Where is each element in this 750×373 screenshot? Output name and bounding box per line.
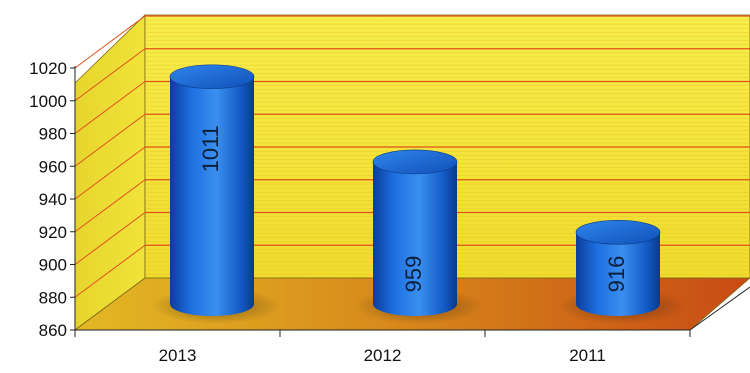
bar-body xyxy=(373,161,457,316)
y-tick-label: 980 xyxy=(39,125,67,144)
side-gridline xyxy=(74,146,146,200)
bar-data-label: 959 xyxy=(401,256,426,293)
side-gridline xyxy=(74,244,146,298)
x-tick-label: 2011 xyxy=(569,346,606,365)
side-gridline xyxy=(74,212,146,265)
y-tick-label: 940 xyxy=(39,190,67,209)
bar-cap xyxy=(575,220,661,245)
floor-edge-line xyxy=(689,286,750,331)
side-gridline xyxy=(74,81,146,134)
y-tick-label: 900 xyxy=(39,256,67,275)
bars: 1011 959 916 xyxy=(152,64,686,324)
bar-cap xyxy=(169,64,255,90)
bar-data-label: 916 xyxy=(604,256,629,293)
bar-body xyxy=(170,76,254,316)
y-tick-label: 920 xyxy=(39,223,67,242)
x-tick-label: 2012 xyxy=(364,346,402,365)
bar-2013: 1011 xyxy=(152,64,280,324)
x-axis: 2013 2012 2011 xyxy=(74,286,750,365)
y-tick-label: 880 xyxy=(39,288,67,307)
y-tick-label: 860 xyxy=(39,321,67,340)
bar-2011: 916 xyxy=(558,220,686,324)
y-tick-label: 1020 xyxy=(29,59,67,78)
y-tick-label: 960 xyxy=(39,157,67,176)
side-gridline xyxy=(74,113,146,167)
bar-cap xyxy=(372,149,458,175)
bar-data-label: 1011 xyxy=(198,125,223,172)
bar-2012: 959 xyxy=(355,149,483,324)
side-gridline xyxy=(74,179,146,233)
bar-body xyxy=(576,232,660,316)
side-gridline xyxy=(74,48,146,102)
y-axis: 860 880 900 920 940 960 980 1000 1020 xyxy=(29,59,76,340)
y-tick-label: 1000 xyxy=(29,92,67,111)
x-tick-label: 2013 xyxy=(159,346,197,365)
side-gridline xyxy=(74,15,146,69)
